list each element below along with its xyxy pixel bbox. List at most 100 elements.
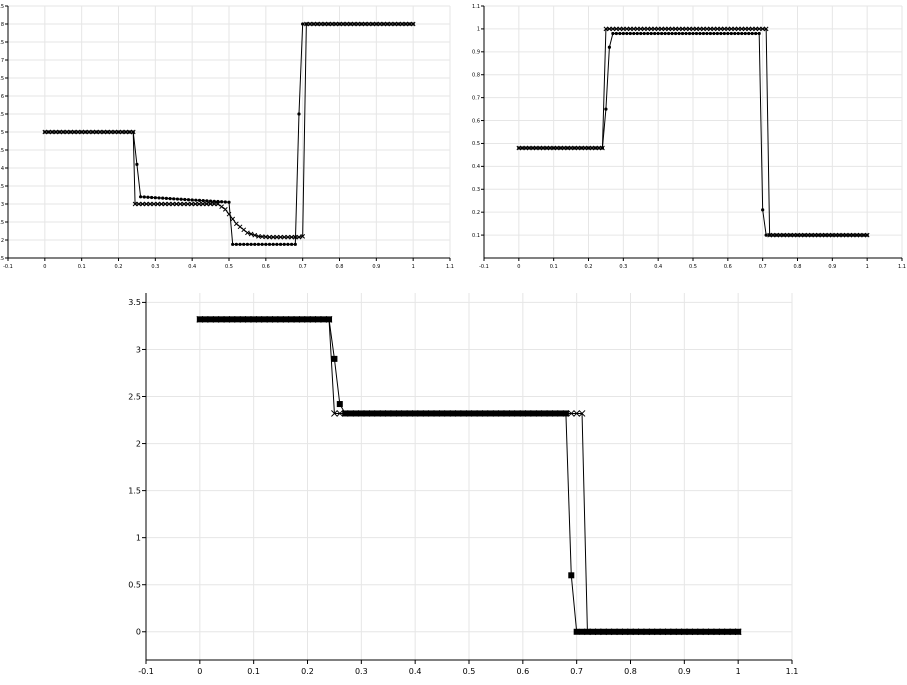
x-tick-label: 0.6 <box>724 264 732 270</box>
x-tick-label: 0 <box>197 667 202 676</box>
y-tick-label: 3 <box>1 202 4 208</box>
data-point <box>753 26 759 32</box>
data-point <box>231 242 235 246</box>
y-tick-label: 5.5 <box>0 112 4 118</box>
data-point <box>707 628 715 636</box>
data-point <box>150 195 154 200</box>
data-point <box>42 129 48 135</box>
data-point <box>635 31 639 36</box>
data-point <box>256 234 261 239</box>
data-point <box>739 26 745 32</box>
data-point <box>725 26 731 32</box>
data-point <box>767 232 772 238</box>
x-tick-label: 0.2 <box>585 264 593 270</box>
data-point <box>677 31 681 36</box>
data-point <box>146 195 150 199</box>
data-point <box>438 410 446 417</box>
y-tick-label: 1.5 <box>128 486 141 495</box>
data-point <box>290 242 294 246</box>
data-point <box>729 628 737 636</box>
data-point <box>637 628 645 636</box>
data-point <box>697 26 703 32</box>
data-point <box>222 207 228 212</box>
data-point <box>728 26 734 32</box>
data-point <box>223 200 227 204</box>
data-point <box>544 145 550 151</box>
chart-bottom: -0.1 0 0.1 0.2 0.3 0.4 0.5 0.6 0.7 0.8 0.9 1 1.1 0 0.5… <box>128 293 798 676</box>
data-point <box>655 26 661 32</box>
data-point <box>211 201 217 207</box>
data-point <box>357 410 365 417</box>
y-tick-label: 5 <box>1 130 4 136</box>
data-point <box>192 201 198 207</box>
data-point <box>565 145 570 151</box>
data-point <box>253 242 257 246</box>
data-point <box>781 232 786 238</box>
data-point <box>756 26 762 32</box>
data-point <box>847 232 853 238</box>
y-tick-label: 0 <box>136 628 141 637</box>
data-point <box>218 315 225 323</box>
data-point <box>670 628 677 636</box>
data-point <box>277 315 284 323</box>
data-point <box>68 129 73 135</box>
data-point <box>325 315 333 323</box>
data-point <box>245 242 250 246</box>
data-point <box>177 201 183 207</box>
data-point <box>715 31 719 36</box>
data-point <box>649 31 653 36</box>
data-point <box>244 315 252 323</box>
data-point <box>377 21 383 27</box>
data-point <box>627 628 634 636</box>
data-point <box>147 201 153 207</box>
data-point <box>621 31 625 36</box>
data-point <box>278 234 283 240</box>
data-point <box>311 21 317 27</box>
data-point <box>628 31 632 36</box>
data-point <box>698 31 702 36</box>
data-point <box>719 31 723 36</box>
data-point <box>621 628 629 636</box>
data-point <box>297 112 301 116</box>
data-point <box>395 410 403 417</box>
y-tick-label: 8.5 <box>0 4 4 10</box>
data-point <box>573 410 581 417</box>
data-point <box>433 410 441 417</box>
data-point <box>71 129 77 135</box>
data-point <box>197 198 202 202</box>
data-point <box>140 201 145 207</box>
x-tick-label: 0.9 <box>372 264 380 270</box>
data-point <box>718 26 724 32</box>
data-point <box>616 628 624 636</box>
data-point <box>304 315 311 323</box>
data-point <box>274 234 280 240</box>
data-point <box>547 145 553 151</box>
data-point <box>75 129 81 135</box>
data-point <box>664 628 672 636</box>
data-point <box>854 232 860 238</box>
data-point <box>175 197 180 201</box>
data-point <box>186 198 191 202</box>
data-point <box>573 628 580 635</box>
data-point <box>812 232 818 238</box>
data-point <box>809 232 814 238</box>
data-point <box>497 410 505 417</box>
data-point <box>220 200 224 204</box>
data-point <box>561 145 567 151</box>
data-point <box>411 410 419 417</box>
data-point <box>568 572 575 579</box>
x-tick-label: 0.3 <box>151 264 159 270</box>
data-point <box>666 26 671 32</box>
data-point <box>721 26 727 32</box>
data-point <box>318 21 324 27</box>
data-point <box>805 232 811 238</box>
x-tick-label: 1 <box>736 667 741 676</box>
data-point <box>579 628 586 635</box>
data-point <box>660 31 664 36</box>
data-point <box>733 31 737 36</box>
data-point <box>292 234 298 240</box>
data-point <box>205 199 209 203</box>
data-point <box>746 26 752 32</box>
data-point <box>747 31 751 36</box>
data-point <box>127 129 132 135</box>
